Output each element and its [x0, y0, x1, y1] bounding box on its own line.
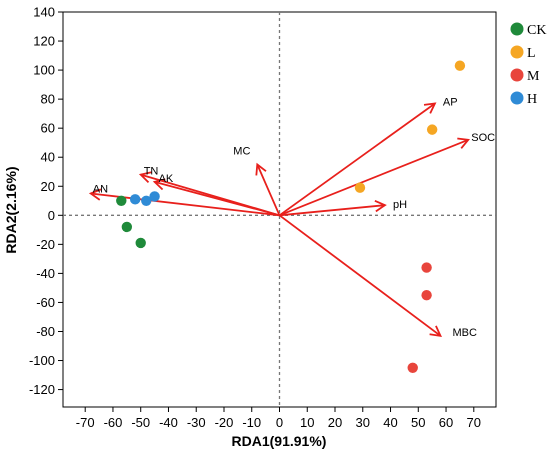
x-tick-label: 0	[276, 415, 283, 430]
y-tick-label: -120	[29, 382, 55, 397]
vector-ap-line	[278, 102, 436, 217]
point-m	[407, 362, 418, 373]
x-tick-label: -50	[131, 415, 150, 430]
plot-frame	[62, 11, 497, 408]
legend: CK LMH	[510, 22, 546, 107]
vector-soc-line	[279, 138, 469, 217]
y-tick-label: 20	[41, 179, 55, 194]
vector-soc-arrowhead	[457, 137, 470, 149]
point-ck	[121, 221, 133, 233]
legend-label-h: H	[527, 92, 537, 107]
point-l	[454, 60, 466, 71]
x-tick-label: 70	[467, 415, 481, 430]
y-tick-label: -60	[36, 295, 55, 310]
x-tick-label: -40	[159, 415, 178, 430]
vector-mbc-arrowhead	[429, 325, 442, 337]
vector-ak-arrowhead	[152, 178, 166, 191]
vector-mbc-line	[278, 214, 442, 337]
vector-mc-line	[256, 164, 281, 216]
point-m	[421, 289, 432, 301]
point-ck	[116, 195, 127, 206]
vector-ap-arrowhead	[423, 102, 437, 114]
x-tick-label: -60	[104, 415, 123, 430]
vector-ph-arrowhead	[374, 199, 387, 213]
vector-label-ap: AP	[443, 96, 458, 108]
x-tick-label: -20	[215, 415, 234, 430]
vector-ph-line	[279, 204, 386, 217]
y-tick-label: -100	[29, 353, 55, 368]
y-tick-label: -20	[36, 237, 55, 252]
point-l	[426, 124, 438, 135]
point-m	[421, 262, 432, 273]
point-ck	[135, 237, 146, 249]
vector-ak-line	[154, 181, 280, 217]
vector-label-soc: SOC	[471, 132, 495, 144]
reference-lines	[63, 12, 496, 407]
point-group	[116, 60, 466, 373]
y-tick-label: -80	[36, 324, 55, 339]
vector-label-tn: TN	[144, 166, 159, 178]
x-tick-label: 60	[439, 415, 453, 430]
vector-mc-arrowhead	[255, 162, 267, 176]
y-axis-title: RDA2(2.16%)	[3, 166, 19, 253]
x-axis-title: RDA1(91.91%)	[232, 433, 327, 449]
point-h	[141, 195, 152, 206]
point-l	[354, 182, 366, 193]
x-axis-ticks: -70 -60 -50 -40 -30 -20 -10 0 10 20 30 40 50 60 70	[76, 407, 481, 430]
vector-tn-arrowhead	[138, 171, 152, 184]
vector-label-an: AN	[93, 184, 108, 196]
x-tick-label: 40	[383, 415, 397, 430]
legend-marker-ck	[510, 22, 524, 36]
y-tick-label: 100	[33, 63, 55, 78]
point-h	[129, 194, 141, 205]
legend-marker-l	[510, 45, 524, 59]
x-tick-label: 50	[411, 415, 425, 430]
vector-label-mc: MC	[233, 145, 250, 157]
legend-label-m: M	[527, 69, 540, 84]
x-tick-label: -70	[76, 415, 95, 430]
y-tick-label: 120	[33, 34, 55, 49]
x-tick-label: -10	[242, 415, 261, 430]
vector-an-arrowhead	[88, 188, 102, 201]
y-tick-label: -40	[36, 266, 55, 281]
y-tick-label: 40	[41, 150, 55, 165]
legend-marker-h	[510, 91, 524, 105]
y-tick-label: 80	[41, 92, 55, 107]
y-axis-ticks: 140 120 100 80 60 40 20 0 -20 -40 -60 -80 -100 -120	[29, 5, 63, 397]
y-tick-label: 60	[41, 121, 55, 136]
vector-label-ph: pH	[393, 199, 407, 211]
y-tick-label: 0	[48, 208, 55, 223]
x-tick-label: 10	[300, 415, 314, 430]
y-tick-label: 140	[33, 5, 55, 20]
vector-label-mbc: MBC	[452, 327, 477, 339]
legend-label-ck: CK	[527, 23, 546, 38]
x-tick-label: -30	[187, 415, 206, 430]
point-h	[149, 191, 160, 202]
vector-label-ak: AK	[159, 173, 174, 185]
x-tick-label: 20	[328, 415, 342, 430]
legend-label-l: L	[527, 46, 536, 61]
legend-marker-m	[510, 68, 524, 82]
x-tick-label: 30	[356, 415, 370, 430]
